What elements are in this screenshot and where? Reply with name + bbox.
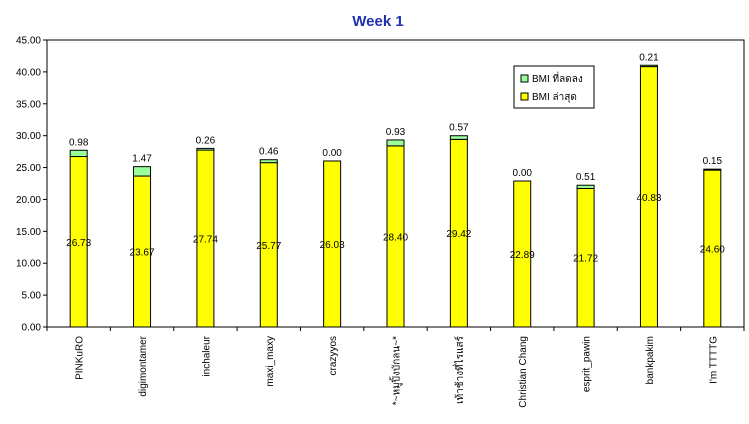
legend-label: BMI ที่ลดลง: [532, 71, 583, 85]
bar-bmi-latest: [513, 180, 532, 328]
bar-bmi-decrease: [133, 166, 152, 177]
data-label-bmi-decrease: 0.46: [259, 147, 279, 158]
x-category-label: *~หมูปิ้งบักลน~*: [389, 336, 403, 405]
data-label-bmi-decrease: 1.47: [132, 154, 152, 165]
y-tick-label: 0.00: [22, 323, 42, 334]
chart-title: Week 1: [352, 13, 403, 30]
data-label-bmi-decrease: 0.57: [449, 123, 469, 134]
data-label-bmi-latest: 27.74: [193, 235, 218, 246]
y-tick-label: 45.00: [16, 36, 41, 47]
data-label-bmi-latest: 26.03: [320, 240, 345, 251]
x-category-label: I'm TTTTG: [708, 336, 719, 384]
bar-bmi-decrease: [639, 64, 658, 68]
legend-label: BMI ล่าสุด: [532, 92, 577, 103]
y-tick-label: 15.00: [16, 227, 41, 238]
data-label-bmi-latest: 40.83: [636, 193, 661, 204]
data-label-bmi-latest: 21.72: [573, 254, 598, 265]
legend-swatch: [520, 92, 529, 101]
bar-bmi-decrease: [386, 139, 405, 147]
data-label-bmi-decrease: 0.26: [196, 135, 216, 146]
y-tick-label: 30.00: [16, 131, 41, 142]
bar-bmi-decrease: [196, 147, 215, 151]
axes: 0.00 5.00 10.00 15.00 20.00 25.00 30.00 35.00 40…: [16, 36, 745, 408]
data-label-bmi-latest: 24.60: [700, 245, 725, 256]
data-label-bmi-decrease: 0.00: [512, 168, 532, 179]
x-category-label: inchaleur: [201, 335, 212, 376]
data-label-bmi-decrease: 0.98: [69, 137, 89, 148]
y-tick-label: 10.00: [16, 259, 41, 270]
data-label-bmi-latest: 22.89: [510, 250, 535, 261]
data-label-bmi-latest: 29.42: [446, 229, 471, 240]
data-label-bmi-decrease: 0.00: [322, 148, 342, 159]
y-tick-label: 35.00: [16, 99, 41, 110]
bar-bmi-latest: [323, 160, 342, 328]
data-label-bmi-decrease: 0.93: [386, 127, 406, 138]
y-tick-label: 20.00: [16, 195, 41, 206]
bars: [69, 64, 722, 328]
x-category-label: Christian Chang: [518, 336, 529, 408]
data-label-bmi-latest: 23.67: [130, 248, 155, 259]
data-label-bmi-latest: 26.73: [66, 238, 91, 249]
legend-box: [513, 65, 595, 109]
x-category-label: crazyyos: [328, 336, 339, 375]
bar-bmi-decrease: [576, 184, 595, 189]
y-tick-label: 25.00: [16, 163, 41, 174]
x-category-label: bankpakim: [645, 336, 656, 384]
legend: BMI ที่ลดลง BMI ล่าสุด: [513, 65, 595, 109]
y-tick-label: 40.00: [16, 67, 41, 78]
legend-swatch: [520, 74, 529, 83]
x-category-label: PINKuRO: [75, 336, 86, 380]
y-tick-label: 5.00: [22, 291, 42, 302]
data-labels: 26.73 0.98 23.67 1.47 27.74 0.26 25.77 0.46 26.0…: [66, 52, 725, 264]
x-category-label: เท้าช้างที่ไรแสร์: [452, 335, 466, 403]
bar-bmi-decrease: [449, 135, 468, 140]
data-label-bmi-latest: 28.40: [383, 232, 408, 243]
data-label-bmi-decrease: 0.15: [703, 156, 723, 167]
x-category-label: esprit_pawin: [582, 336, 593, 392]
bar-bmi-decrease: [259, 159, 278, 164]
x-category-label: maxi_maxy: [265, 336, 276, 387]
x-category-label: digimontamer: [138, 335, 149, 396]
bar-bmi-decrease: [703, 168, 722, 171]
bar-bmi-decrease: [69, 149, 88, 158]
data-label-bmi-decrease: 0.21: [639, 52, 659, 63]
data-label-bmi-latest: 25.77: [256, 241, 281, 252]
data-label-bmi-decrease: 0.51: [576, 172, 596, 183]
